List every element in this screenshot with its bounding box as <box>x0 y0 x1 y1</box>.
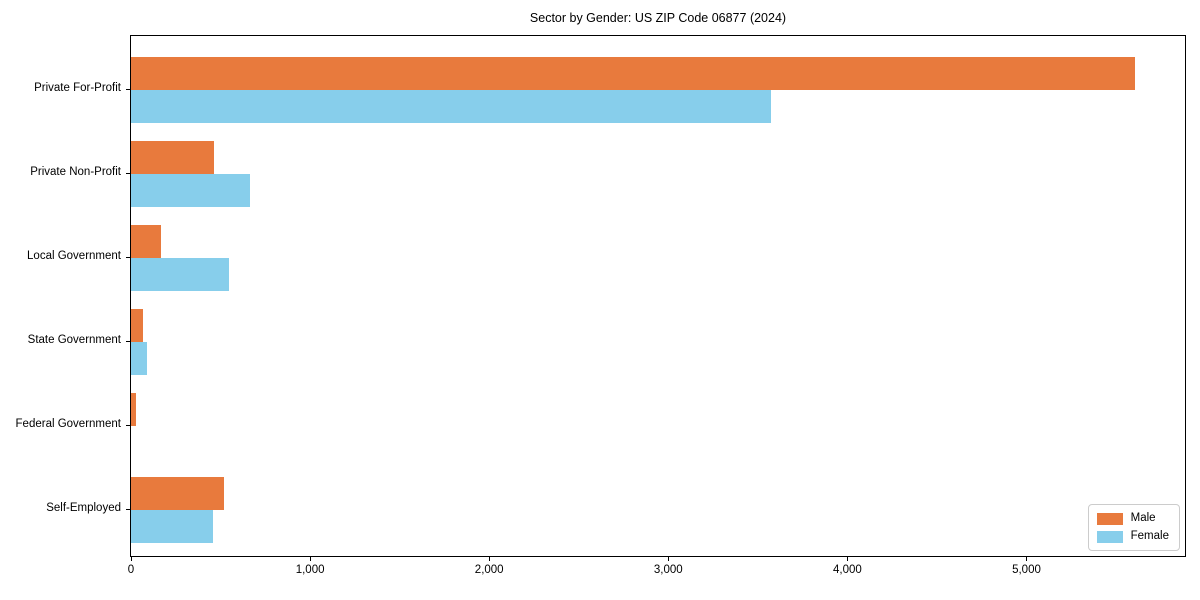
y-tick-label: Private For-Profit <box>34 82 121 94</box>
x-tick-mark <box>847 557 849 561</box>
y-tick-label: Private Non-Profit <box>30 166 121 178</box>
female-swatch <box>1096 530 1123 543</box>
x-tick-label: 0 <box>127 564 135 576</box>
bar-male-5 <box>131 477 225 510</box>
x-tick-mark <box>131 557 132 561</box>
x-tick-mark <box>1026 557 1028 561</box>
bar-female-0 <box>131 90 772 123</box>
y-tick-label: State Government <box>27 334 121 346</box>
male-swatch <box>1096 512 1123 525</box>
y-tick-mark <box>126 257 130 258</box>
legend: Male Female <box>1087 504 1180 551</box>
y-tick-label: Local Government <box>27 250 121 262</box>
x-tick-label: 3,000 <box>653 564 683 576</box>
y-tick-mark <box>126 425 130 426</box>
legend-item-female: Female <box>1096 530 1169 543</box>
y-tick-mark <box>126 89 130 90</box>
y-tick-mark <box>126 509 130 510</box>
x-tick-mark <box>489 557 491 561</box>
bar-female-2 <box>131 258 229 291</box>
bar-female-5 <box>131 510 214 543</box>
bar-male-1 <box>131 141 215 174</box>
plot-area: Male Female <box>130 35 1186 557</box>
legend-item-male: Male <box>1096 512 1169 525</box>
legend-label-male: Male <box>1130 512 1156 524</box>
bar-male-4 <box>131 393 136 426</box>
legend-label-female: Female <box>1130 530 1169 542</box>
x-tick-label: 5,000 <box>1012 564 1041 576</box>
y-tick-mark <box>126 173 130 174</box>
bar-male-2 <box>131 225 162 258</box>
bar-male-3 <box>131 309 144 342</box>
x-tick-label: 2,000 <box>474 564 504 576</box>
y-tick-label: Federal Government <box>15 418 121 430</box>
bar-female-3 <box>131 342 148 375</box>
x-tick-label: 4,000 <box>833 564 862 576</box>
bar-male-0 <box>131 57 1135 90</box>
chart-title: Sector by Gender: US ZIP Code 06877 (202… <box>529 11 787 25</box>
y-tick-mark <box>126 341 130 342</box>
y-tick-label: Self-Employed <box>46 502 121 514</box>
x-tick-mark <box>668 557 670 561</box>
x-tick-label: 1,000 <box>295 564 325 576</box>
bar-female-1 <box>131 174 251 207</box>
x-tick-mark <box>310 557 312 561</box>
